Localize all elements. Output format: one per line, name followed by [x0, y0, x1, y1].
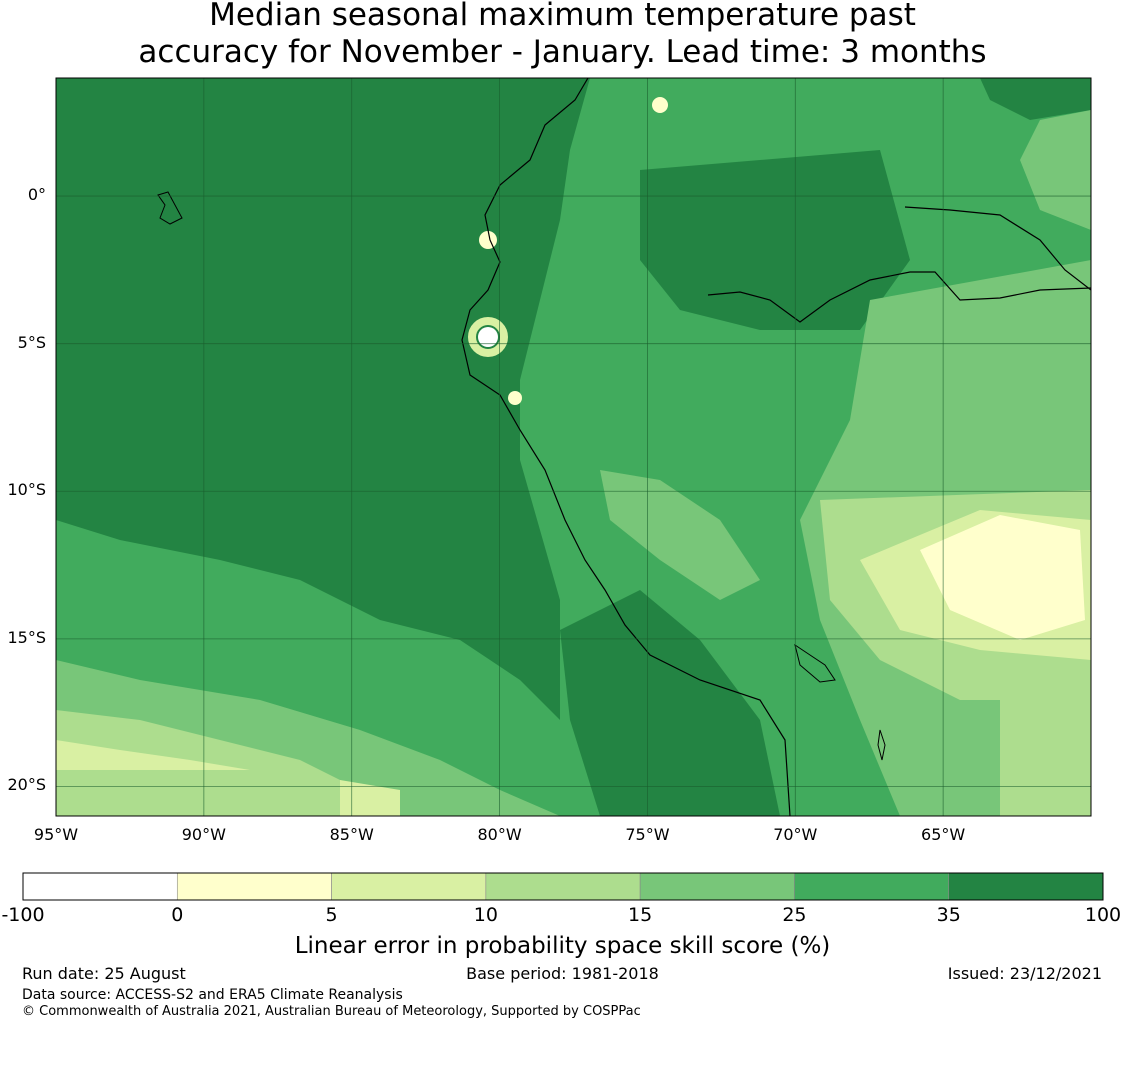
- band-10-15-se: [1000, 700, 1091, 816]
- colorbar-tick-label: 25: [782, 904, 807, 926]
- map-frame: [55, 77, 1092, 817]
- colorbar-segment: [485, 872, 641, 901]
- band-0-5-spot-3: [508, 391, 522, 405]
- data-source: Data source: ACCESS-S2 and ERA5 Climate …: [22, 987, 403, 1003]
- band-15-25-peru: [600, 470, 760, 600]
- copyright: © Commonwealth of Australia 2021, Austra…: [22, 1004, 641, 1019]
- latitude-tick-label: 15°S: [7, 627, 46, 647]
- river-lines: [707, 206, 1091, 323]
- band-35-100-patch-ne: [980, 78, 1091, 120]
- band-0-5-east: [920, 515, 1085, 640]
- colorbar-tick-label: -100: [1, 904, 45, 926]
- colorbar-tick-label: 5: [325, 904, 338, 926]
- band-below-0-spot: [478, 327, 498, 347]
- band-15-25-ne: [1020, 110, 1091, 230]
- colorbar-segment: [794, 872, 950, 901]
- band-10-15-ocean: [56, 710, 400, 816]
- colorbar-segment: [639, 872, 795, 901]
- colorbar-tick-label: 100: [1084, 904, 1122, 926]
- colorbar-segment: [331, 872, 487, 901]
- galapagos-islands: [157, 191, 183, 225]
- coastline: [461, 78, 791, 816]
- colorbar-label: Linear error in probability space skill …: [294, 933, 831, 959]
- chart-title-line-1: Median seasonal maximum temperature past: [209, 0, 916, 33]
- latitude-tick-label: 5°S: [17, 332, 46, 352]
- band-5-10-ocean-2: [340, 780, 400, 816]
- longitude-tick-label: 70°W: [773, 825, 818, 844]
- band-5-10-ocean: [56, 740, 250, 770]
- colorbar-tick-label: 0: [171, 904, 184, 926]
- latitude-tick-label: 0°: [27, 185, 46, 205]
- colorbar-tick-label: 10: [473, 904, 498, 926]
- longitude-tick-label: 85°W: [329, 825, 374, 844]
- longitude-tick-label: 95°W: [33, 825, 79, 844]
- colorbar-segment: [22, 872, 178, 901]
- longitude-tick-label: 75°W: [625, 825, 670, 844]
- colorbar-segment: [948, 872, 1104, 901]
- chart-title-line-2: accuracy for November - January. Lead ti…: [138, 34, 987, 70]
- latitude-tick-label: 20°S: [7, 775, 46, 795]
- colorbar-frame: [22, 872, 1104, 901]
- band-0-5-spot-2: [652, 97, 668, 113]
- base-period: Base period: 1981-2018: [466, 964, 659, 983]
- colorbar-segment: [176, 872, 332, 901]
- longitude-tick-label: 80°W: [477, 825, 522, 844]
- lake-poopo: [877, 729, 886, 761]
- colorbar-tick-label: 35: [936, 904, 961, 926]
- skill-shading: [56, 78, 1091, 816]
- band-35-100-patch-amazon: [640, 150, 910, 330]
- gridlines: [56, 78, 1091, 816]
- longitude-tick-label: 90°W: [181, 825, 226, 844]
- colorbar-tick-label: 15: [628, 904, 653, 926]
- band-35-100-patch-south-coast: [560, 590, 780, 816]
- lake-titicaca: [794, 643, 836, 683]
- longitude-tick-label: 65°W: [921, 825, 966, 844]
- run-date: Run date: 25 August: [22, 964, 186, 983]
- issued-date: Issued: 23/12/2021: [947, 964, 1102, 983]
- band-5-10-ring: [468, 317, 508, 357]
- latitude-tick-label: 10°S: [7, 480, 46, 500]
